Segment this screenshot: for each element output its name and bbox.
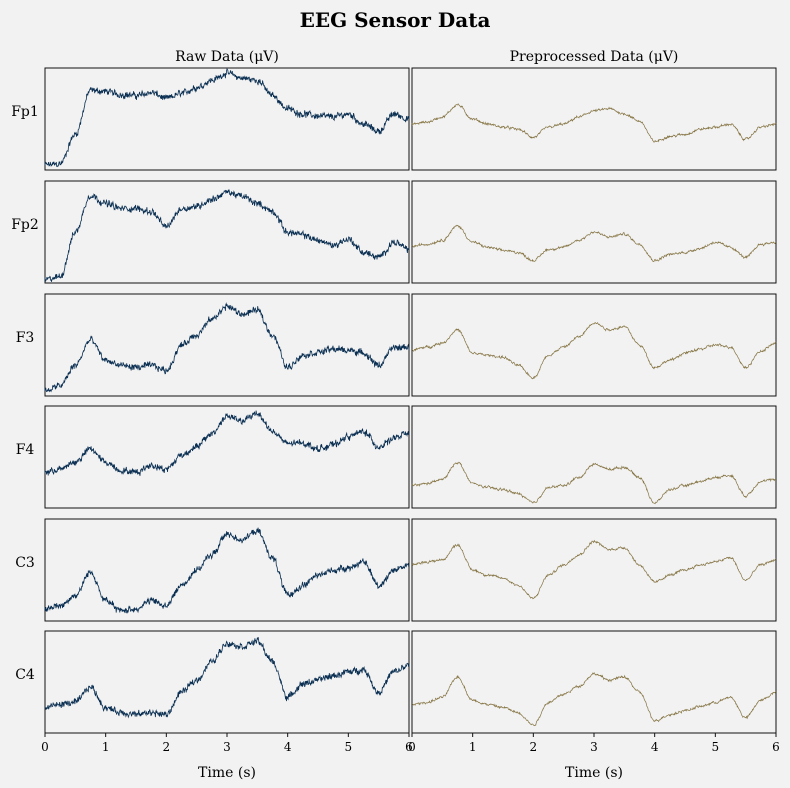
x-tick-label: 5 [345,740,353,754]
series-line-fp1-raw [44,68,410,168]
panel-frame-fp2-raw [44,180,410,284]
panel-frame-c3-preprocessed [411,518,777,622]
column-title-raw: Raw Data (μV) [175,49,279,65]
chart-title: EEG Sensor Data [300,8,491,32]
series-line-c4-preprocessed [411,672,777,727]
series-line-f3-raw [44,302,410,393]
panel-frame-f4-raw [44,405,410,509]
panels-group: Raw Data (μV) Preprocessed Data (μV) Fp1 Fp… [11,49,780,781]
series-line-fp2-preprocessed [411,224,777,263]
x-tick-label: 3 [223,740,231,754]
channel-label-f4: F4 [16,442,35,458]
x-tick-label: 0 [408,740,416,754]
panel-frame-c3-raw [44,518,410,622]
x-axis-label-preprocessed: Time (s) [565,765,623,781]
x-tick-label: 3 [590,740,598,754]
series-line-f3-preprocessed [411,322,777,380]
series-line-fp2-raw [44,188,410,282]
panel-frame-c4-raw [44,630,410,734]
column-title-preprocessed: Preprocessed Data (μV) [510,49,679,65]
panel-frame-c4-preprocessed [411,630,777,734]
x-axis-label-raw: Time (s) [198,765,256,781]
series-line-c4-raw [45,637,410,719]
series-line-fp1-preprocessed [411,103,777,143]
channel-label-f3: F3 [16,330,35,346]
x-tick-label: 2 [163,740,171,754]
x-tick-label: 5 [712,740,720,754]
panel-frame-f4-preprocessed [411,405,777,509]
x-tick-label: 4 [651,740,659,754]
x-tick-label: 6 [772,740,780,754]
panel-frame-f3-raw [44,293,410,397]
x-tick-label: 1 [469,740,477,754]
x-tick-label: 1 [102,740,110,754]
series-line-f4-raw [44,410,410,476]
panel-frame-fp1-raw [44,67,410,171]
channel-label-fp1: Fp1 [11,104,39,120]
series-line-c3-preprocessed [411,539,777,600]
panel-frame-fp1-preprocessed [411,67,777,171]
series-line-c3-raw [44,527,410,614]
x-tick-label: 6 [405,740,413,754]
channel-label-c3: C3 [15,555,35,571]
x-tick-label: 4 [284,740,292,754]
x-tick-label: 2 [530,740,538,754]
series-line-f4-preprocessed [411,461,777,505]
channel-label-c4: C4 [15,667,35,683]
x-tick-label: 0 [41,740,49,754]
channel-label-fp2: Fp2 [11,217,39,233]
